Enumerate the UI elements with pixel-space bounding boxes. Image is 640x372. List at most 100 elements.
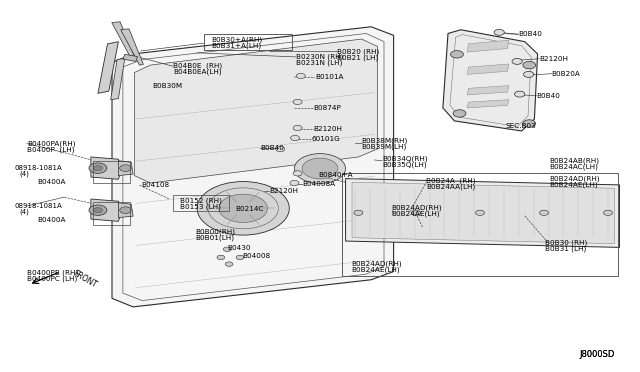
Text: B04008A: B04008A <box>302 181 335 187</box>
Text: B0B40: B0B40 <box>536 93 560 99</box>
Text: B0400P  (LH): B0400P (LH) <box>27 147 74 153</box>
Circle shape <box>120 165 131 171</box>
Circle shape <box>296 73 305 78</box>
Circle shape <box>451 51 463 58</box>
Text: B0B24AE(LH): B0B24AE(LH) <box>351 267 400 273</box>
Circle shape <box>540 210 548 215</box>
Polygon shape <box>467 40 509 52</box>
Polygon shape <box>112 27 394 307</box>
Polygon shape <box>112 22 135 59</box>
Text: B04B0E  (RH): B04B0E (RH) <box>173 63 222 70</box>
Circle shape <box>225 262 233 266</box>
Text: B0153 (LH): B0153 (LH) <box>180 203 221 210</box>
Text: B0B24AD(RH): B0B24AD(RH) <box>351 261 402 267</box>
Circle shape <box>512 58 522 64</box>
Text: B0B24AD(RH): B0B24AD(RH) <box>392 204 442 211</box>
Polygon shape <box>118 203 133 218</box>
Text: B0231N (LH): B0231N (LH) <box>296 60 342 66</box>
Text: B0430: B0430 <box>227 246 251 251</box>
Text: (4): (4) <box>19 171 29 177</box>
Text: B04B0EA(LH): B04B0EA(LH) <box>173 69 221 76</box>
Polygon shape <box>443 30 538 131</box>
Text: B0B24AE(LH): B0B24AE(LH) <box>549 182 598 188</box>
Circle shape <box>293 125 302 131</box>
Circle shape <box>604 210 612 215</box>
Circle shape <box>291 135 300 141</box>
Text: B04008: B04008 <box>242 253 270 259</box>
Text: FRONT: FRONT <box>72 269 99 290</box>
Text: B0840+A: B0840+A <box>318 172 353 178</box>
Text: B0B24AD(RH): B0B24AD(RH) <box>549 176 600 182</box>
Circle shape <box>523 120 536 127</box>
Text: B0B35Q(LH): B0B35Q(LH) <box>382 161 427 168</box>
Text: B0B30 (RH): B0B30 (RH) <box>545 239 588 246</box>
Polygon shape <box>118 161 133 176</box>
Text: (4): (4) <box>19 209 29 215</box>
Text: B0B30+A(RH): B0B30+A(RH) <box>211 36 262 43</box>
Circle shape <box>223 247 231 251</box>
Polygon shape <box>98 42 118 93</box>
Text: B0152 (RH): B0152 (RH) <box>180 197 222 204</box>
Polygon shape <box>123 54 138 61</box>
Circle shape <box>453 110 466 117</box>
Text: B2120H: B2120H <box>269 188 298 194</box>
Text: B0B24AA(LH): B0B24AA(LH) <box>426 184 476 190</box>
Text: B0B39M(LH): B0B39M(LH) <box>362 144 407 150</box>
Circle shape <box>219 194 268 222</box>
Text: B0101A: B0101A <box>315 74 344 80</box>
Circle shape <box>293 171 302 176</box>
Circle shape <box>217 255 225 260</box>
Text: B0B01(LH): B0B01(LH) <box>195 235 234 241</box>
Text: B0B38M(RH): B0B38M(RH) <box>362 138 408 144</box>
Text: B0B40: B0B40 <box>260 145 284 151</box>
Text: B0B40: B0B40 <box>518 31 542 37</box>
Text: B2120H: B2120H <box>540 56 568 62</box>
Text: B0B31 (LH): B0B31 (LH) <box>545 245 586 252</box>
Text: 60101G: 60101G <box>311 136 340 142</box>
Text: B04108: B04108 <box>141 182 169 188</box>
Circle shape <box>276 147 285 152</box>
Text: J8000SD: J8000SD <box>580 350 615 359</box>
Polygon shape <box>91 157 122 179</box>
Circle shape <box>515 91 525 97</box>
Text: B0B34Q(RH): B0B34Q(RH) <box>382 155 428 162</box>
Text: J8000SD: J8000SD <box>580 350 615 359</box>
Circle shape <box>354 210 363 215</box>
Circle shape <box>93 208 102 213</box>
Text: B0400PC (LH): B0400PC (LH) <box>27 276 77 282</box>
Text: B2120H: B2120H <box>314 126 342 132</box>
Circle shape <box>120 207 131 214</box>
Circle shape <box>523 61 536 69</box>
Polygon shape <box>467 64 509 74</box>
Text: B0B00(RH): B0B00(RH) <box>195 229 236 235</box>
Text: B0230N (RH): B0230N (RH) <box>296 54 343 60</box>
Text: B0B31+A(LH): B0B31+A(LH) <box>211 42 261 49</box>
Text: B0B30M: B0B30M <box>152 83 182 89</box>
Text: B0B24AC(LH): B0B24AC(LH) <box>549 164 598 170</box>
Text: B0B24A  (RH): B0B24A (RH) <box>426 178 476 185</box>
Circle shape <box>524 71 534 77</box>
Text: B0B24AE(LH): B0B24AE(LH) <box>392 210 440 217</box>
Text: B0874P: B0874P <box>314 105 342 111</box>
Text: B0400PA(RH): B0400PA(RH) <box>27 141 76 147</box>
Circle shape <box>494 29 504 35</box>
Polygon shape <box>352 182 614 244</box>
Circle shape <box>412 210 420 215</box>
Circle shape <box>93 166 102 171</box>
Circle shape <box>89 163 107 173</box>
Text: B0400A: B0400A <box>37 217 66 223</box>
Polygon shape <box>121 29 143 65</box>
Circle shape <box>302 158 338 179</box>
Polygon shape <box>346 179 620 247</box>
Text: B0400A: B0400A <box>37 179 66 185</box>
Text: 08918-1081A: 08918-1081A <box>14 203 62 209</box>
Circle shape <box>89 205 107 215</box>
Polygon shape <box>467 86 509 95</box>
Polygon shape <box>111 58 125 100</box>
Text: B0B20A: B0B20A <box>552 71 580 77</box>
Text: B0B24AB(RH): B0B24AB(RH) <box>549 158 599 164</box>
Text: B0B20 (RH): B0B20 (RH) <box>337 48 379 55</box>
Circle shape <box>236 255 244 260</box>
Text: B0400PB (RH): B0400PB (RH) <box>27 270 78 276</box>
Text: B0B21 (LH): B0B21 (LH) <box>337 54 378 61</box>
